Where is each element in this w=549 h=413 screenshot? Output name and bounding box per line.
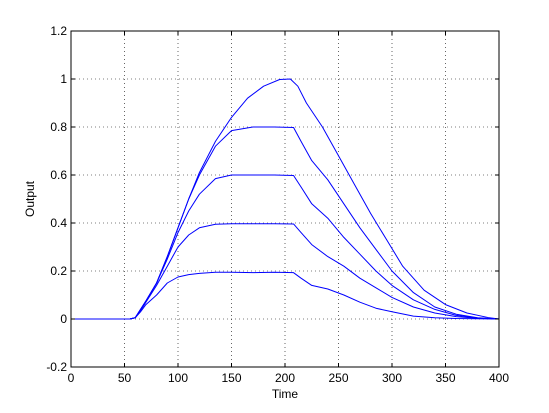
y-tick-labels: -0.2 0 0.2 0.4 0.6 0.8 1 1.2 <box>46 24 67 374</box>
x-tick-label: 250 <box>328 371 348 385</box>
y-tick-label: 0.6 <box>50 168 67 182</box>
y-tick-label: 0 <box>60 312 67 326</box>
ticks <box>70 30 500 368</box>
x-tick-label: 200 <box>275 371 295 385</box>
x-tick-label: 400 <box>489 371 509 385</box>
y-tick-label: 0.2 <box>50 264 67 278</box>
y-tick-label: 1 <box>60 72 67 86</box>
y-tick-label: 0.4 <box>50 216 67 230</box>
x-tick-label: 300 <box>382 371 402 385</box>
series-line-1 <box>71 271 500 320</box>
series-line-5 <box>71 78 500 320</box>
x-tick-label: 50 <box>118 371 132 385</box>
y-tick-label: 0.8 <box>50 120 67 134</box>
y-tick-label: 1.2 <box>50 24 67 38</box>
x-tick-label: 0 <box>68 371 75 385</box>
y-axis-label: Output <box>23 180 37 217</box>
y-tick-label: -0.2 <box>46 360 67 374</box>
x-tick-label: 100 <box>168 371 188 385</box>
x-tick-label: 150 <box>221 371 241 385</box>
x-tick-label: 350 <box>435 371 455 385</box>
x-tick-labels: 0 50 100 150 200 250 300 350 400 <box>68 371 510 385</box>
series-line-2 <box>71 223 500 320</box>
series-group <box>71 78 500 320</box>
x-axis-label: Time <box>272 387 299 401</box>
